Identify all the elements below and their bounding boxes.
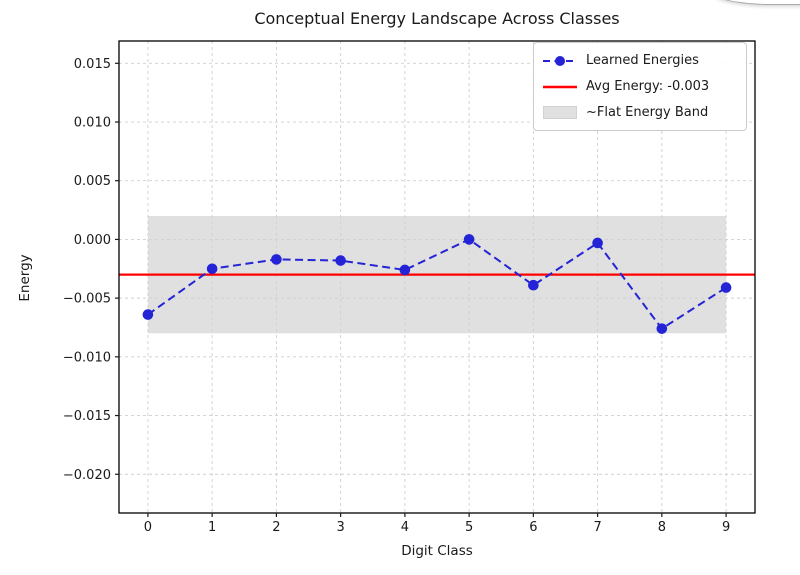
data-point bbox=[271, 254, 282, 265]
x-axis-label: Digit Class bbox=[401, 543, 473, 559]
chart-title: Conceptual Energy Landscape Across Class… bbox=[254, 9, 620, 28]
learned-energies-line bbox=[147, 238, 727, 331]
legend-item-avg-energy: Avg Energy: -0.003 bbox=[543, 76, 736, 97]
y-tick-label: −0.005 bbox=[63, 292, 111, 307]
data-point bbox=[592, 237, 603, 249]
x-tick-label: 1 bbox=[208, 520, 216, 535]
legend: Learned Energies Avg Energy: -0.003 ~Fla… bbox=[533, 42, 747, 131]
y-tick-label: 0.015 bbox=[74, 57, 111, 72]
legend-label: Learned Energies bbox=[586, 53, 699, 68]
data-point bbox=[206, 263, 218, 275]
data-point bbox=[335, 255, 346, 266]
gray-patch-icon bbox=[543, 106, 577, 119]
data-point bbox=[720, 282, 732, 293]
x-tick-label: 0 bbox=[144, 520, 152, 535]
y-tick-label: 0.010 bbox=[74, 116, 111, 131]
x-tick-label: 8 bbox=[658, 520, 666, 535]
x-tick-label: 6 bbox=[529, 520, 537, 535]
data-point bbox=[463, 234, 475, 245]
legend-label: ~Flat Energy Band bbox=[586, 105, 709, 120]
data-point bbox=[528, 279, 539, 291]
x-tick-label: 4 bbox=[401, 520, 409, 535]
dashed-line-marker-icon bbox=[543, 54, 577, 68]
red-line-icon bbox=[543, 80, 577, 94]
y-tick-label: −0.015 bbox=[63, 409, 111, 424]
legend-item-flat-band: ~Flat Energy Band bbox=[543, 102, 736, 123]
x-tick-label: 9 bbox=[722, 520, 730, 535]
y-tick-label: 0.005 bbox=[74, 174, 111, 189]
y-tick-label: −0.010 bbox=[63, 350, 111, 365]
y-tick-label: −0.020 bbox=[63, 468, 111, 483]
data-point bbox=[142, 309, 154, 320]
x-tick-label: 5 bbox=[465, 520, 473, 535]
legend-label: Avg Energy: -0.003 bbox=[586, 79, 710, 94]
x-tick-label: 3 bbox=[336, 520, 344, 535]
data-point bbox=[656, 323, 668, 334]
data-point bbox=[399, 264, 411, 276]
legend-item-learned-energies: Learned Energies bbox=[543, 50, 736, 71]
y-axis-label: Energy bbox=[17, 254, 33, 302]
x-tick-label: 7 bbox=[593, 520, 601, 535]
x-tick-label: 2 bbox=[272, 520, 280, 535]
y-tick-label: 0.000 bbox=[74, 233, 111, 248]
axes-frame bbox=[118, 40, 756, 514]
